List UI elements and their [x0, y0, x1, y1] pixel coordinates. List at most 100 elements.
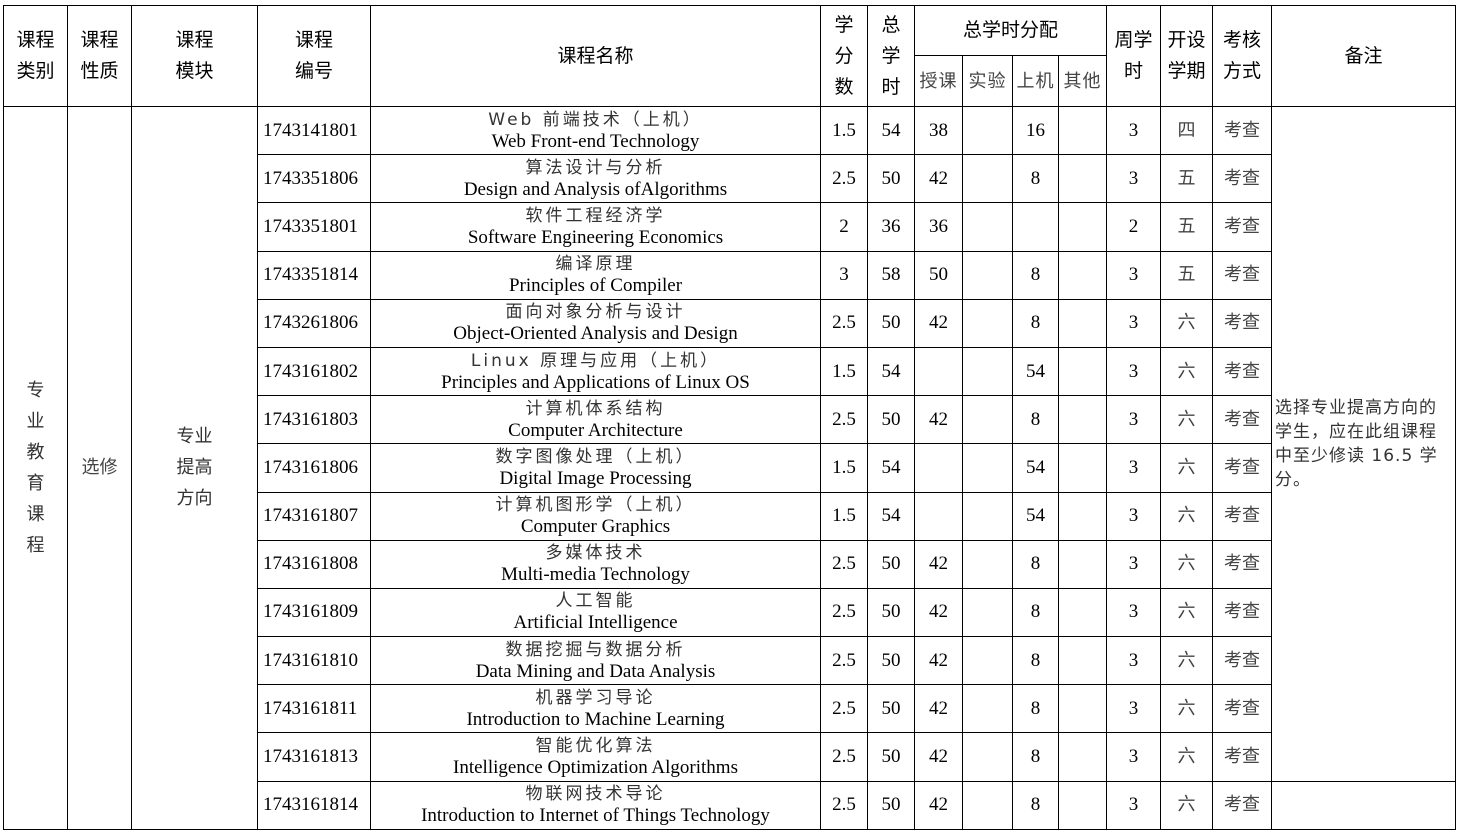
cell-total: 58: [867, 250, 915, 300]
cell-credits: 2.5: [820, 154, 868, 204]
cell-weekly: 3: [1106, 491, 1161, 541]
course-name-en: Software Engineering Economics: [467, 226, 724, 248]
cell-other: [1058, 105, 1107, 156]
course-name: 数据挖掘与数据分析 Data Mining and Data Analysis: [370, 636, 821, 686]
table-body: 专 业 教 育 课 程选修 专业 提高 方向 1743141801 Web 前端技术（…: [3, 105, 1456, 830]
course-name-zh: 计算机图形学（上机）: [495, 495, 696, 516]
course-code: 1743161813: [257, 732, 371, 782]
course-name: Linux 原理与应用（上机） Principles and Applicatio…: [370, 346, 821, 397]
course-name: 人工智能 Artificial Intelligence: [370, 587, 821, 638]
cell-experiment: [962, 491, 1013, 541]
cell-assessment: 考查: [1212, 346, 1272, 397]
cell-lecture: 42: [914, 395, 963, 445]
cell-computer: 8: [1012, 539, 1059, 589]
cell-credits: 1.5: [820, 491, 868, 541]
cell-lecture: 42: [914, 636, 963, 686]
course-name-en: Principles and Applications of Linux OS: [441, 371, 750, 393]
cell-assessment: 考查: [1212, 395, 1272, 445]
course-name-en: Web Front-end Technology: [491, 130, 700, 152]
cell-semester: 六: [1160, 587, 1213, 638]
cell-experiment: [962, 395, 1013, 445]
cell-experiment: [962, 732, 1013, 782]
course-name-zh: 算法设计与分析: [525, 157, 666, 178]
header-assessment: 考核 方式: [1212, 5, 1272, 107]
course-name-en: Intelligence Optimization Algorithms: [453, 757, 738, 779]
cell-weekly: 3: [1106, 780, 1161, 830]
cell-weekly: 3: [1106, 154, 1161, 204]
cell-experiment: [962, 539, 1013, 589]
cell-weekly: 3: [1106, 587, 1161, 638]
cell-computer: 8: [1012, 250, 1059, 300]
course-name-zh: 机器学习导论: [535, 687, 656, 708]
header-category: 课程 类别: [3, 5, 68, 107]
group-module: 专业 提高 方向: [131, 106, 258, 830]
cell-assessment: 考查: [1212, 587, 1272, 638]
cell-computer: 8: [1012, 684, 1059, 734]
cell-experiment: [962, 250, 1013, 300]
course-name-zh: 数字图像处理（上机）: [495, 446, 696, 467]
cell-total: 54: [867, 491, 915, 541]
course-name-en: Object-Oriented Analysis and Design: [453, 323, 738, 345]
course-code: 1743161808: [257, 539, 371, 589]
course-table: 课程 类别 课程 性质 课程 模块 课程 编号 课程名称 学 分 数 总 学 时…: [3, 5, 1456, 830]
course-name: 软件工程经济学 Software Engineering Economics: [370, 202, 821, 252]
cell-credits: 3: [820, 250, 868, 300]
cell-weekly: 3: [1106, 250, 1161, 300]
cell-other: [1058, 587, 1107, 638]
header-name: 课程名称: [370, 5, 821, 107]
table-row: 1743351814 编译原理 Principles of Compiler 3 58 5…: [4, 250, 1456, 300]
course-name-en: Introduction to Machine Learning: [466, 708, 725, 730]
course-name-zh: 物联网技术导论: [525, 784, 666, 805]
remark-empty: [1271, 780, 1456, 830]
cell-other: [1058, 491, 1107, 541]
cell-assessment: 考查: [1212, 298, 1272, 348]
header-weekly-hours: 周学 时: [1106, 5, 1161, 107]
course-name-zh: 计算机体系结构: [525, 398, 666, 419]
course-code: 1743261806: [257, 298, 371, 348]
course-name: Web 前端技术（上机） Web Front-end Technology: [370, 105, 821, 156]
cell-other: [1058, 636, 1107, 686]
cell-semester: 五: [1160, 250, 1213, 300]
header-other: 其他: [1058, 55, 1107, 107]
course-name-en: Digital Image Processing: [499, 467, 692, 489]
cell-total: 50: [867, 684, 915, 734]
cell-semester: 六: [1160, 684, 1213, 734]
cell-credits: 2.5: [820, 780, 868, 830]
cell-credits: 2.5: [820, 587, 868, 638]
cell-experiment: [962, 154, 1013, 204]
cell-other: [1058, 443, 1107, 493]
table-row: 1743161809 人工智能 Artificial Intelligence 2.5…: [4, 587, 1456, 638]
cell-credits: 2.5: [820, 636, 868, 686]
course-name: 计算机体系结构 Computer Architecture: [370, 395, 821, 445]
cell-semester: 五: [1160, 202, 1213, 252]
course-name: 面向对象分析与设计 Object-Oriented Analysis and De…: [370, 298, 821, 348]
cell-computer: 8: [1012, 636, 1059, 686]
course-name: 智能优化算法 Intelligence Optimization Algorith…: [370, 732, 821, 782]
cell-total: 50: [867, 732, 915, 782]
cell-total: 54: [867, 346, 915, 397]
cell-computer: 8: [1012, 154, 1059, 204]
cell-total: 36: [867, 202, 915, 252]
cell-experiment: [962, 684, 1013, 734]
cell-computer: [1012, 202, 1059, 252]
cell-semester: 六: [1160, 443, 1213, 493]
header-total-hours: 总 学 时: [867, 5, 915, 107]
cell-lecture: [914, 443, 963, 493]
cell-assessment: 考查: [1212, 684, 1272, 734]
cell-semester: 四: [1160, 105, 1213, 156]
cell-other: [1058, 250, 1107, 300]
cell-assessment: 考查: [1212, 636, 1272, 686]
cell-semester: 六: [1160, 395, 1213, 445]
header-lecture: 授课: [914, 55, 963, 107]
cell-semester: 六: [1160, 491, 1213, 541]
table-row: 1743161813 智能优化算法 Intelligence Optimizatio…: [4, 732, 1456, 782]
header-nature: 课程 性质: [67, 5, 132, 107]
cell-credits: 2.5: [820, 732, 868, 782]
cell-experiment: [962, 780, 1013, 830]
cell-lecture: 42: [914, 684, 963, 734]
cell-experiment: [962, 636, 1013, 686]
cell-total: 50: [867, 780, 915, 830]
table-row: 1743261806 面向对象分析与设计 Object-Oriented Analy…: [4, 298, 1456, 348]
cell-weekly: 3: [1106, 298, 1161, 348]
cell-computer: 8: [1012, 780, 1059, 830]
